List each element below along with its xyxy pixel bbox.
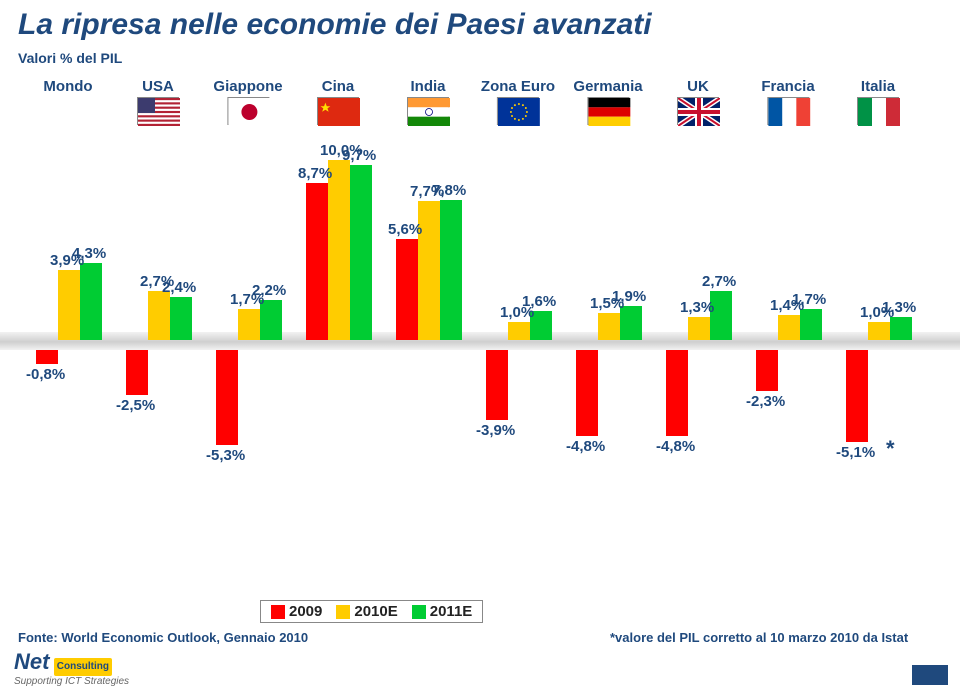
bar-mondo-2010E <box>58 270 80 340</box>
country-mondo: Mondo <box>43 78 92 97</box>
bar-uk-2010E <box>688 317 710 340</box>
country-label: USA <box>142 78 174 95</box>
legend-swatch-2010E <box>336 605 350 619</box>
bar-germania-2010E <box>598 313 620 340</box>
bar-italia-2009 <box>846 350 868 442</box>
bar-india-2011E <box>440 200 462 340</box>
bar-giappone-2010E <box>238 309 260 340</box>
bar-label-zona-euro-2009: -3,9% <box>476 422 515 439</box>
country-francia: Francia <box>761 78 814 125</box>
logo: Net Consulting Supporting ICT Strategies <box>14 649 129 687</box>
country-label: Zona Euro <box>481 78 555 95</box>
country-label: India <box>410 78 445 95</box>
country-uk: UK <box>677 78 719 125</box>
country-usa: USA <box>137 78 179 125</box>
bar-usa-2011E <box>170 297 192 340</box>
country-india: India <box>407 78 449 125</box>
footnote-star-icon: * <box>886 436 895 462</box>
legend-item-2010E: 2010E <box>336 603 397 620</box>
bar-india-2009 <box>396 239 418 340</box>
bar-label-uk-2011E: 2,7% <box>702 273 736 290</box>
bar-francia-2010E <box>778 315 800 340</box>
bar-germania-2009 <box>576 350 598 436</box>
bar-label-giappone-2009: -5,3% <box>206 447 245 464</box>
bar-giappone-2009 <box>216 350 238 445</box>
country-header-row: Mondo USA Giappone Cina India Zona Euro German… <box>0 78 960 136</box>
legend-item-2009: 2009 <box>271 603 322 620</box>
bar-label-cina-2009: 8,7% <box>298 165 332 182</box>
legend-swatch-2009 <box>271 605 285 619</box>
bar-uk-2009 <box>666 350 688 436</box>
legend-label: 2009 <box>289 603 322 620</box>
bar-label-francia-2010E: 1,4% <box>770 297 804 314</box>
country-label: Germania <box>573 78 642 95</box>
japan-flag-icon <box>227 97 269 125</box>
bar-francia-2009 <box>756 350 778 391</box>
bar-label-germania-2010E: 1,5% <box>590 295 624 312</box>
germany-flag-icon <box>587 97 629 125</box>
source-text: Fonte: World Economic Outlook, Gennaio 2… <box>18 630 308 645</box>
usa-flag-icon <box>137 97 179 125</box>
country-label: Francia <box>761 78 814 95</box>
bar-label-mondo-2009: -0,8% <box>26 366 65 383</box>
legend-swatch-2011E <box>412 605 426 619</box>
france-flag-icon <box>767 97 809 125</box>
bar-cina-2009 <box>306 183 328 340</box>
country-giappone: Giappone <box>213 78 282 125</box>
legend-label: 2010E <box>354 603 397 620</box>
bar-cina-2011E <box>350 165 372 340</box>
italy-flag-icon <box>857 97 899 125</box>
bar-label-usa-2009: -2,5% <box>116 397 155 414</box>
legend-label: 2011E <box>430 603 473 620</box>
page-subtitle: Valori % del PIL <box>0 42 960 66</box>
bar-usa-2010E <box>148 291 170 340</box>
bar-label-germania-2009: -4,8% <box>566 438 605 455</box>
country-italia: Italia <box>857 78 899 125</box>
bar-zona-euro-2009 <box>486 350 508 420</box>
page-number-box <box>912 665 948 685</box>
country-label: Giappone <box>213 78 282 95</box>
chart-area: 4,3%3,9%-0,8%2,7%2,4%-2,5%2,2%1,7%-5,3%1… <box>28 140 932 560</box>
logo-net: Net <box>14 649 49 674</box>
footnote-text: *valore del PIL corretto al 10 marzo 201… <box>610 630 908 645</box>
bar-label-usa-2011E: 2,4% <box>162 279 196 296</box>
bar-label-uk-2009: -4,8% <box>656 438 695 455</box>
bar-label-italia-2010E: 1,0% <box>860 304 894 321</box>
uk-flag-icon <box>677 97 719 125</box>
bar-francia-2011E <box>800 309 822 340</box>
bar-zona-euro-2010E <box>508 322 530 340</box>
logo-tagline: Supporting ICT Strategies <box>14 676 129 687</box>
india-flag-icon <box>407 97 449 125</box>
bar-label-mondo-2010E: 3,9% <box>50 252 84 269</box>
bar-label-italia-2009: -5,1% <box>836 444 875 461</box>
country-germania: Germania <box>573 78 642 125</box>
country-zona-euro: Zona Euro <box>481 78 555 125</box>
page-title: La ripresa nelle economie dei Paesi avan… <box>0 0 960 42</box>
bar-cina-2010E <box>328 160 350 340</box>
bar-label-india-2009: 5,6% <box>388 221 422 238</box>
china-flag-icon <box>317 97 359 125</box>
bar-label-francia-2009: -2,3% <box>746 393 785 410</box>
bar-italia-2010E <box>868 322 890 340</box>
bar-label-cina-2011E: 9,7% <box>342 147 376 164</box>
country-cina: Cina <box>317 78 359 125</box>
country-label: Italia <box>861 78 895 95</box>
legend: 2009 2010E 2011E <box>260 600 483 623</box>
legend-item-2011E: 2011E <box>412 603 473 620</box>
bar-usa-2009 <box>126 350 148 395</box>
bar-label-uk-2010E: 1,3% <box>680 299 714 316</box>
bar-mondo-2009 <box>36 350 58 364</box>
country-label: Cina <box>322 78 355 95</box>
logo-consulting: Consulting <box>54 658 112 676</box>
eu-flag-icon <box>497 97 539 125</box>
bar-mondo-2011E <box>80 263 102 340</box>
country-label: Mondo <box>43 78 92 95</box>
bar-label-zona-euro-2010E: 1,0% <box>500 304 534 321</box>
bar-label-india-2010E: 7,7% <box>410 183 444 200</box>
country-label: UK <box>687 78 709 95</box>
bar-label-giappone-2010E: 1,7% <box>230 291 264 308</box>
